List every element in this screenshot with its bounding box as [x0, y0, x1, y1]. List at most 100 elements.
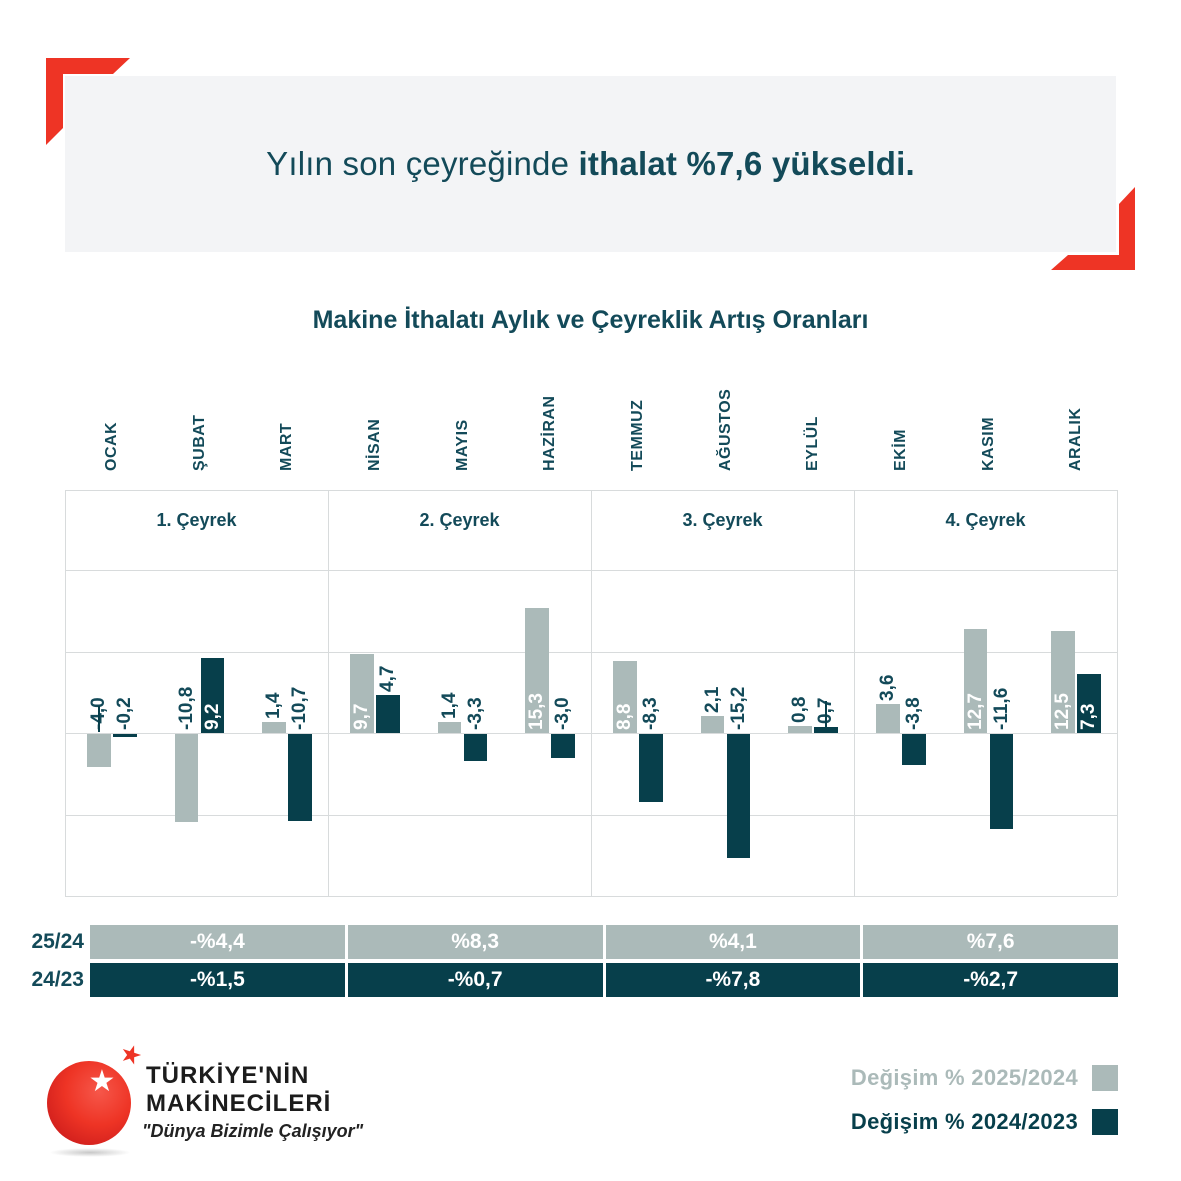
month-label: OCAK [102, 421, 120, 471]
summary-row-label: 25/24 [31, 930, 84, 953]
bar-2025-2024 [525, 608, 549, 733]
summary-cell: -%1,5 [90, 963, 345, 997]
month-label: AĞUSTOS [716, 388, 734, 471]
bar-value-label: 8,8 [613, 703, 635, 730]
summary-cell: -%2,7 [863, 963, 1118, 997]
gridline-horizontal [65, 896, 1117, 897]
bar-value-label: -11,6 [990, 687, 1012, 730]
bar-value-label: 2,1 [701, 686, 723, 713]
bar-2025-2024 [174, 734, 199, 823]
bar-value-label: 4,7 [376, 665, 398, 692]
bar-2025-2024 [876, 703, 900, 733]
bar-value-label: 3,6 [876, 674, 898, 701]
bar-2025-2024 [437, 721, 462, 733]
bar-value-label: -3,8 [902, 697, 924, 730]
bar-2025-2024 [700, 715, 725, 733]
month-label: KASIM [979, 416, 997, 471]
bar-value-label: 15,3 [526, 693, 548, 730]
summary-cell: %4,1 [605, 925, 861, 959]
legend-item-2025-2024: Değişim % 2025/2024 [700, 1064, 1118, 1092]
bar-2025-2024 [613, 661, 637, 733]
bar-2024-2023 [376, 694, 400, 733]
bar-2024-2023 [639, 734, 663, 802]
logo-text-line2: MAKİNECİLERİ [146, 1090, 332, 1117]
bar-2024-2023 [814, 727, 838, 733]
month-label: NİSAN [365, 418, 383, 471]
legend-label: Değişim % 2024/2023 [850, 1109, 1078, 1134]
bar-2024-2023 [463, 734, 488, 761]
bar-2024-2023 [288, 734, 312, 822]
bar-2024-2023 [902, 734, 926, 765]
bar-2025-2024 [1051, 631, 1075, 733]
logo-white-star-icon: ★ [88, 1065, 116, 1098]
legend-label: Değişim % 2025/2024 [850, 1065, 1078, 1090]
quarter-divider [328, 490, 329, 896]
month-label: MAYIS [453, 419, 471, 471]
month-label: HAZİRAN [541, 395, 559, 472]
bar-value-label: 9,7 [350, 703, 372, 730]
bar-value-label: -0,2 [113, 697, 135, 730]
bar-value-label: -3,0 [552, 697, 574, 730]
leader-tick [825, 701, 828, 728]
bar-2024-2023 [200, 658, 225, 733]
summary-cell: -%7,8 [605, 963, 861, 997]
corner-accent-bottom-right-icon [1051, 187, 1135, 270]
bar-2024-2023 [726, 734, 751, 858]
legend-swatch-dark-icon [1092, 1109, 1118, 1135]
bar-value-label: 12,7 [964, 693, 986, 730]
leader-tick [97, 706, 100, 732]
headline: Yılın son çeyreğinde ithalat %7,6 yüksel… [266, 145, 915, 183]
bar-2025-2024 [262, 721, 286, 733]
quarter-label: 4. Çeyrek [945, 510, 1026, 530]
quarter-label: 2. Çeyrek [419, 510, 500, 530]
logo-shadow [49, 1148, 131, 1157]
bar-2025-2024 [87, 734, 111, 767]
quarter-divider [1117, 490, 1118, 896]
month-label: ARALIK [1067, 407, 1085, 471]
bar-2024-2023 [113, 734, 137, 737]
headline-bold: ithalat %7,6 yükseldi. [569, 145, 915, 182]
bar-value-label: 7,3 [1078, 703, 1100, 730]
quarter-divider [591, 490, 592, 896]
bar-value-label: 12,5 [1052, 693, 1074, 730]
summary-cell: %8,3 [347, 925, 603, 959]
quarter-divider [854, 490, 855, 896]
quarter-label: 3. Çeyrek [682, 510, 763, 530]
month-label: EYLÜL [804, 416, 822, 471]
bar-value-label: -3,3 [464, 697, 486, 730]
logo-globe-icon [47, 1061, 131, 1145]
bar-value-label: 1,4 [438, 692, 460, 719]
legend-item-2024-2023: Değişim % 2024/2023 [700, 1108, 1118, 1136]
bar-2025-2024 [350, 653, 374, 733]
bar-2024-2023 [989, 734, 1014, 829]
bar-value-label: -10,8 [175, 686, 197, 730]
month-label: EKİM [891, 429, 909, 471]
summary-cell: %7,6 [863, 925, 1118, 959]
header-band: Yılın son çeyreğinde ithalat %7,6 yüksel… [65, 76, 1116, 252]
bar-value-label: -15,2 [727, 686, 749, 730]
quarter-divider [65, 490, 66, 896]
bar-value-label: 9,2 [201, 703, 223, 730]
bar-2025-2024 [788, 726, 812, 733]
summary-cell: -%4,4 [90, 925, 345, 959]
logo-tagline: "Dünya Bizimle Çalışıyor" [142, 1121, 364, 1141]
legend-swatch-gray-icon [1092, 1065, 1118, 1091]
corner-accent-top-left-icon [46, 58, 130, 145]
bar-2024-2023 [551, 734, 575, 759]
bar-value-label: 0,8 [789, 697, 811, 724]
summary-row-label: 24/23 [31, 968, 84, 991]
quarter-label: 1. Çeyrek [156, 510, 237, 530]
month-label: MART [278, 422, 296, 471]
bar-value-label: -10,7 [289, 686, 311, 730]
chart-title: Makine İthalatı Aylık ve Çeyreklik Artış… [312, 306, 869, 334]
bar-value-label: 1,4 [263, 692, 285, 719]
bar-2025-2024 [963, 629, 988, 733]
summary-cell: -%0,7 [347, 963, 603, 997]
bar-value-label: -8,3 [639, 697, 661, 730]
month-label: TEMMUZ [628, 399, 646, 471]
logo-text-line1: TÜRKİYE'NİN [146, 1062, 310, 1089]
bar-2024-2023 [1077, 673, 1101, 733]
